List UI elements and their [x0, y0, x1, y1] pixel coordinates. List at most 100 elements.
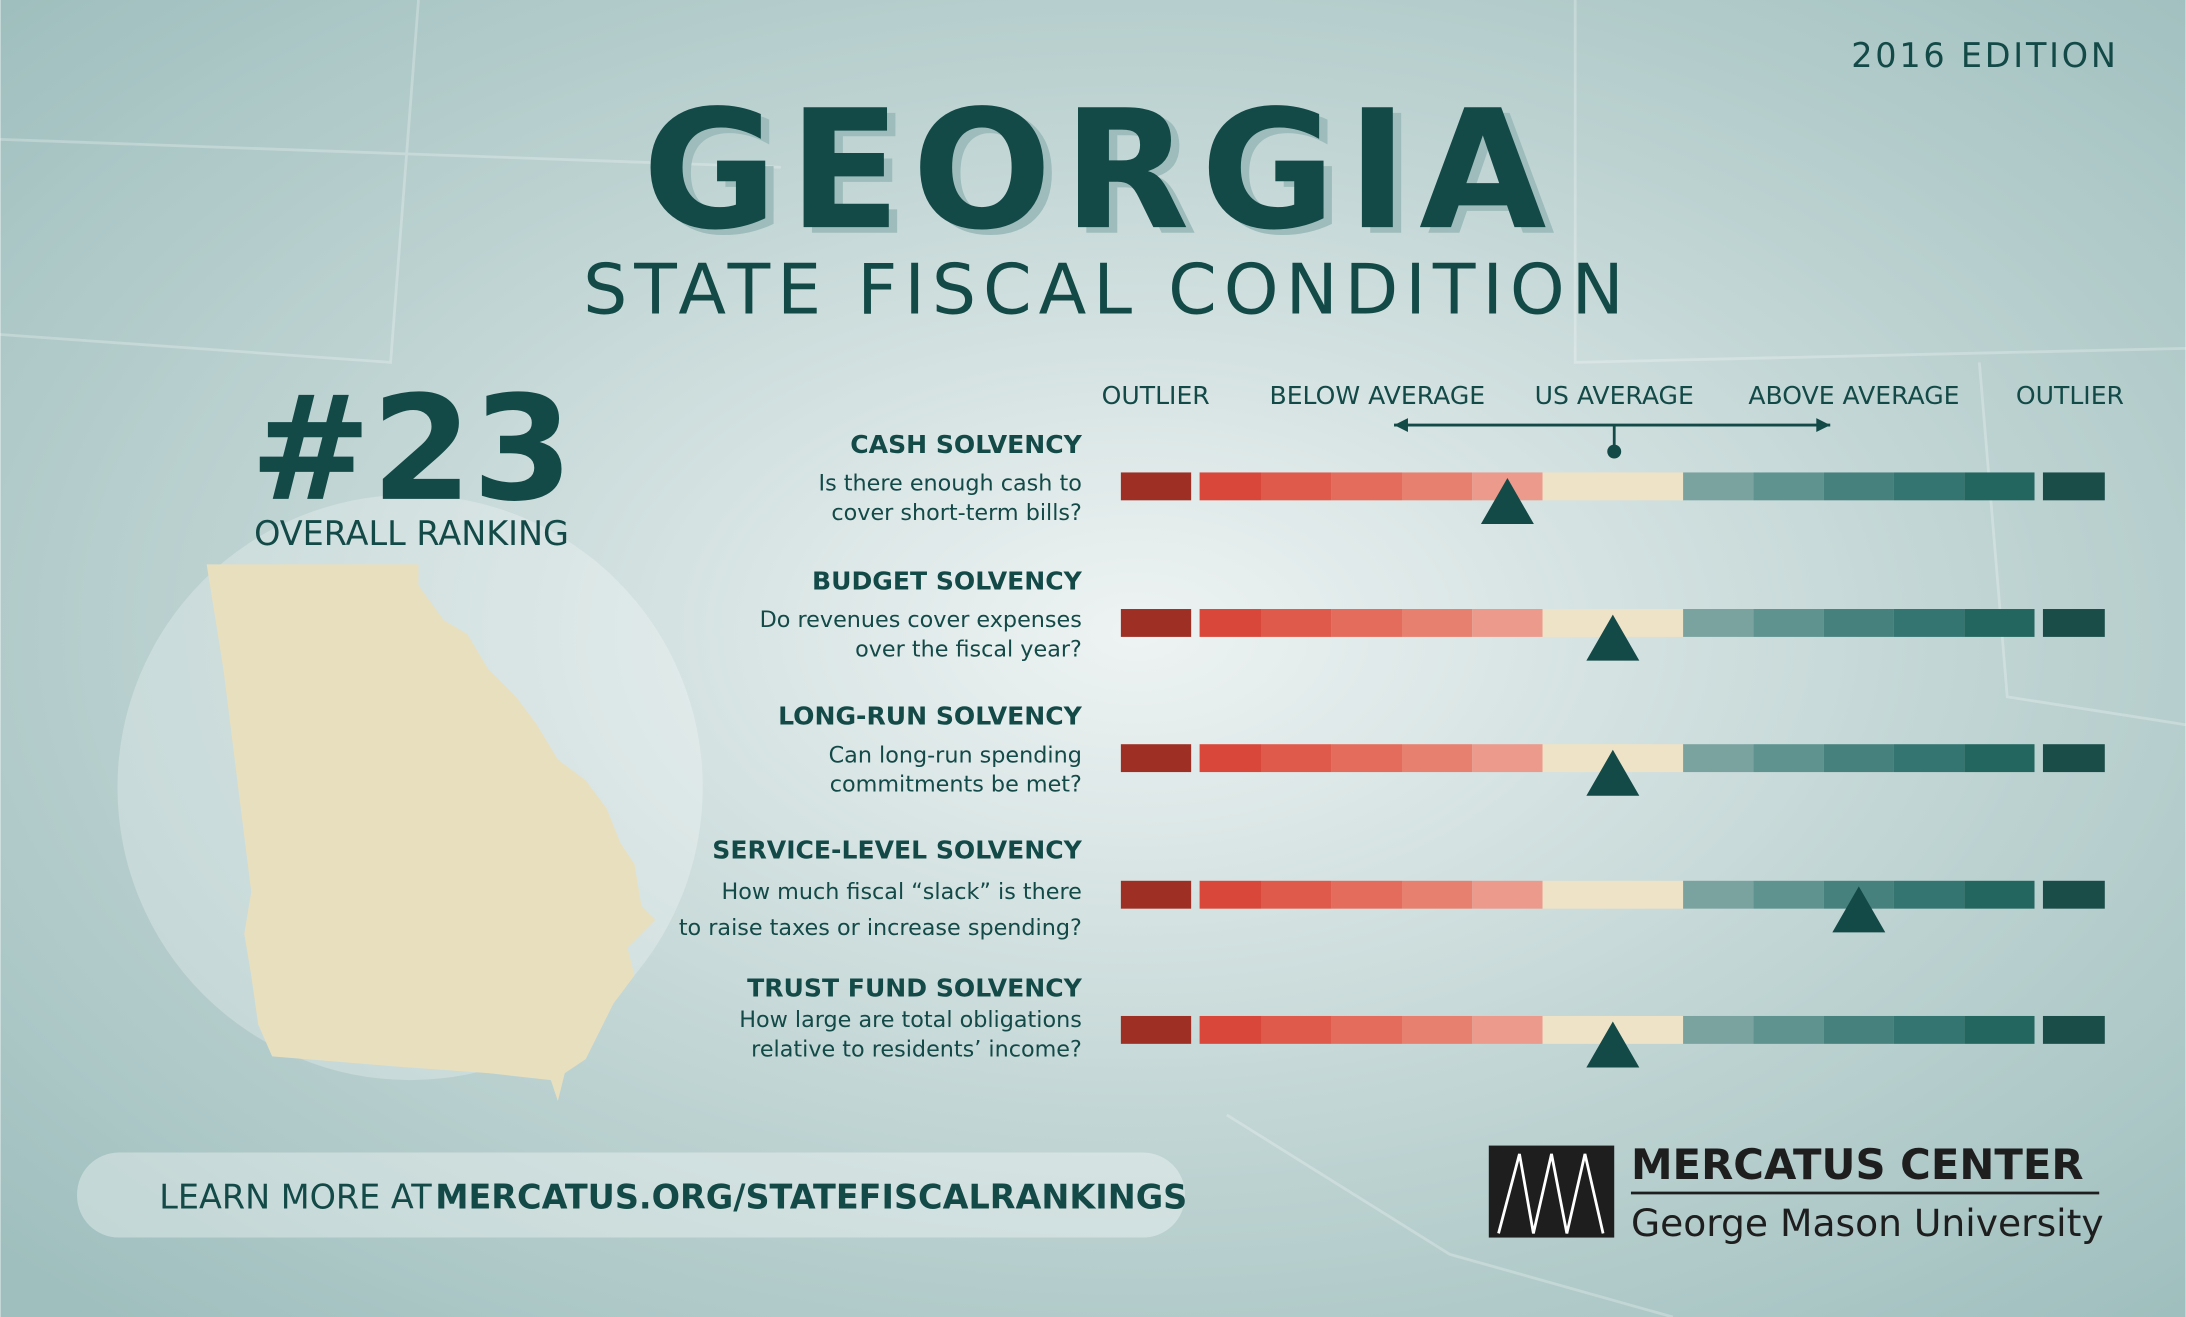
scale-segment [1893, 880, 1965, 909]
scale-segment [1472, 1015, 1543, 1044]
average-dot [1607, 444, 1622, 459]
scale-segment [1542, 880, 1684, 909]
scale-label: BELOW AVERAGE [1270, 381, 1486, 410]
state-shape [206, 564, 656, 1101]
scale-segment [1823, 609, 1894, 637]
indicator-name: BUDGET SOLVENCY [812, 567, 1083, 596]
indicator-name: CASH SOLVENCY [850, 430, 1082, 459]
scale-label: US AVERAGE [1535, 381, 1694, 410]
scale-segment [1261, 744, 1332, 773]
scale-segment [1683, 609, 1754, 637]
logo-university: George Mason University [1631, 1201, 2104, 1245]
scale-segment [1331, 744, 1402, 773]
indicator-question: Do revenues cover expenses [760, 607, 1082, 633]
scale-segment [1683, 1015, 1754, 1044]
scale-segment [1542, 472, 1684, 501]
scale-segment [2042, 744, 2105, 773]
scale-segment [1199, 609, 1262, 637]
scale-segment [1120, 1015, 1192, 1044]
indicator-question: How much fiscal “slack” is there [721, 879, 1081, 905]
scale-segment [1401, 609, 1473, 637]
indicator-question: relative to residents’ income? [751, 1036, 1082, 1062]
indicator-question: Can long-run spending [829, 742, 1082, 768]
indicator-question: commitments be met? [830, 772, 1082, 798]
scale-segment [1261, 1015, 1332, 1044]
rank-label: OVERALL RANKING [254, 514, 569, 553]
scale-segment [1401, 472, 1473, 501]
scale-segment [1753, 1015, 1824, 1044]
scale-segment [1261, 609, 1332, 637]
scale-segment [1261, 472, 1332, 501]
scale-segment [1472, 880, 1543, 909]
scale-segment [1893, 609, 1965, 637]
scale-segment [1199, 744, 1262, 773]
logo-name: MERCATUS CENTER [1631, 1140, 2084, 1189]
scale-segment [1753, 472, 1824, 501]
scale-segment [1683, 472, 1754, 501]
logo-icon [1488, 1145, 1615, 1238]
scale-segment [2042, 472, 2105, 501]
position-marker [1586, 749, 1640, 796]
scale-segment [1893, 1015, 1965, 1044]
indicator-question: How large are total obligations [739, 1007, 1082, 1033]
position-marker [1832, 886, 1886, 933]
scale-segment [1893, 472, 1965, 501]
scale-segment [1331, 472, 1402, 501]
scale-segment [1964, 609, 2035, 637]
scale-segment [2042, 1015, 2105, 1044]
footer-link[interactable]: MERCATUS.ORG/STATEFISCALRANKINGS [435, 1177, 1187, 1216]
scale-segment [1753, 880, 1824, 909]
scale-segment [1331, 609, 1402, 637]
scale-segment [1823, 744, 1894, 773]
indicator-question: Is there enough cash to [819, 471, 1082, 497]
scale-segment [1120, 744, 1192, 773]
scale-segment [1472, 609, 1543, 637]
subtitle: STATE FISCAL CONDITION [583, 250, 1631, 331]
scale-segment [1683, 744, 1754, 773]
scale-segment [1261, 880, 1332, 909]
scale-label: OUTLIER [2016, 381, 2124, 410]
scale-segment [1401, 744, 1473, 773]
rank: #23 [250, 365, 573, 534]
scale-segment [1964, 744, 2035, 773]
scale-segment [1120, 880, 1192, 909]
position-marker [1586, 614, 1640, 661]
position-marker [1480, 478, 1534, 525]
scale-segment [1120, 609, 1192, 637]
scale-segment [2042, 880, 2105, 909]
title-shadow: GEORGIA [651, 80, 1566, 272]
scale-segment [1753, 609, 1824, 637]
footer-pill [77, 1152, 1185, 1238]
scale-segment [1964, 880, 2035, 909]
edition: 2016 EDITION [1851, 36, 2119, 75]
indicator-question: cover short-term bills? [831, 500, 1081, 526]
indicator-question: to raise taxes or increase spending? [679, 915, 1082, 941]
scale-segment [1331, 880, 1402, 909]
title: GEORGIA [642, 74, 1557, 266]
scale-segment [2042, 609, 2105, 637]
scale-segment [1199, 1015, 1262, 1044]
scale-segment [1964, 1015, 2035, 1044]
scale-segment [1823, 472, 1894, 501]
scale-label: OUTLIER [1102, 381, 1210, 410]
footer-prefix: LEARN MORE AT [159, 1177, 432, 1216]
scale-segment [1893, 744, 1965, 773]
indicator-name: LONG-RUN SOLVENCY [778, 702, 1083, 731]
indicator-name: SERVICE-LEVEL SOLVENCY [712, 835, 1082, 864]
scale-segment [1199, 880, 1262, 909]
scale-segment [1683, 880, 1754, 909]
scale-segment [1199, 472, 1262, 501]
scale-segment [1823, 1015, 1894, 1044]
scale-label: ABOVE AVERAGE [1748, 381, 1959, 410]
scale-segment [1472, 744, 1543, 773]
scale-segment [1120, 472, 1192, 501]
scale-segment [1401, 880, 1473, 909]
indicator-name: TRUST FUND SOLVENCY [747, 973, 1083, 1002]
scale-segment [1331, 1015, 1402, 1044]
indicator-question: over the fiscal year? [855, 636, 1082, 662]
scale-segment [1964, 472, 2035, 501]
scale-segment [1401, 1015, 1473, 1044]
scale-segment [1753, 744, 1824, 773]
